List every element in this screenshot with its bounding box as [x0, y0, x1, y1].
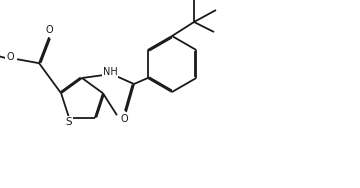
Text: O: O	[120, 114, 128, 124]
Text: O: O	[45, 25, 53, 35]
Text: S: S	[66, 117, 72, 127]
Text: NH: NH	[103, 67, 117, 77]
Text: O: O	[6, 52, 14, 62]
